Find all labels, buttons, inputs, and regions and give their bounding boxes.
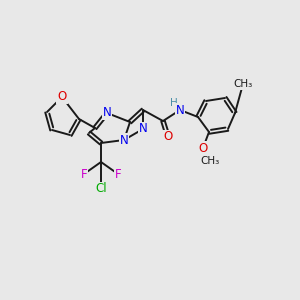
Text: O: O — [57, 91, 67, 103]
Text: CH₃: CH₃ — [233, 79, 253, 89]
Text: F: F — [115, 167, 121, 181]
Text: Cl: Cl — [95, 182, 107, 196]
Text: O: O — [164, 130, 172, 143]
Text: N: N — [139, 122, 147, 136]
Text: CH₃: CH₃ — [200, 156, 220, 166]
Text: N: N — [120, 134, 128, 146]
Text: O: O — [198, 142, 208, 154]
Text: F: F — [81, 167, 87, 181]
Text: H: H — [170, 98, 178, 108]
Text: N: N — [176, 103, 184, 116]
Text: N: N — [103, 106, 111, 119]
